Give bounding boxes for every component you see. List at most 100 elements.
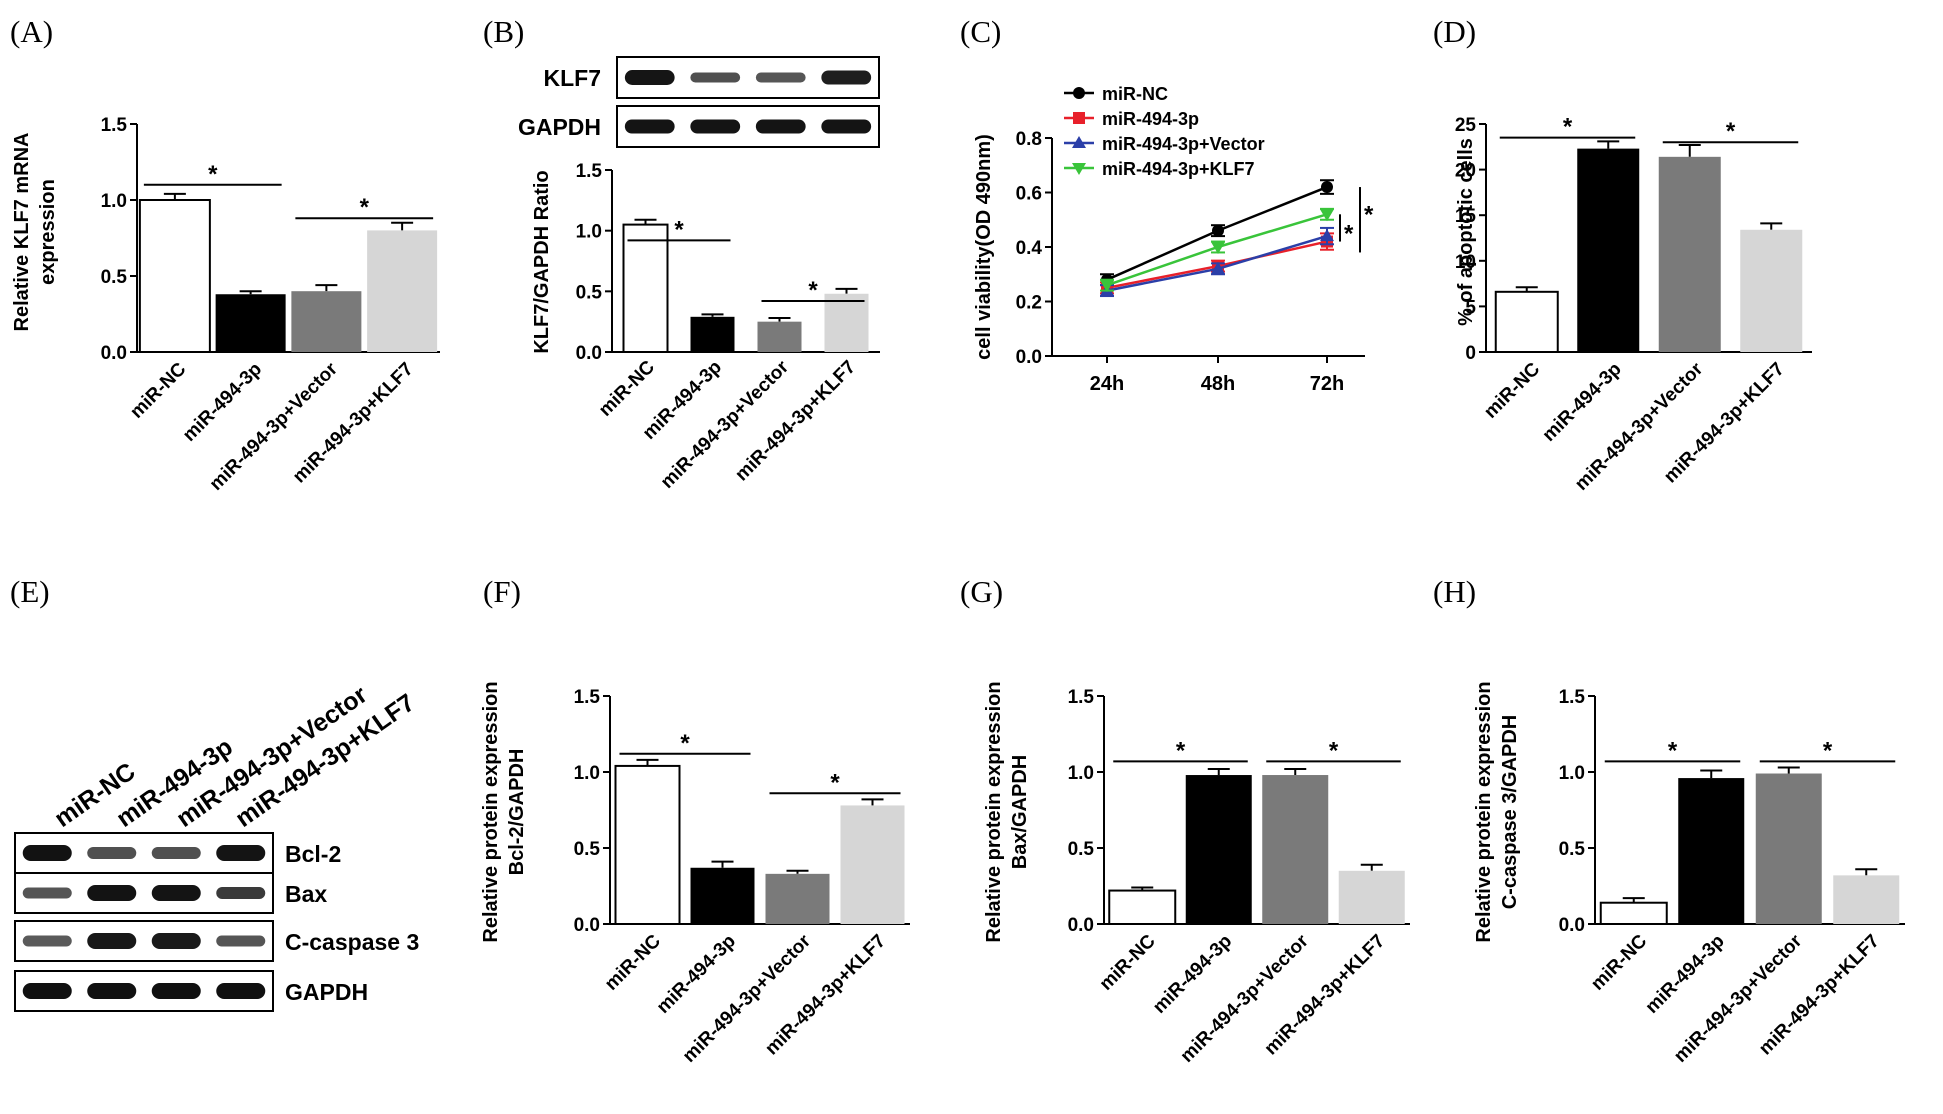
significance-star: *: [674, 216, 684, 243]
blot-band: [22, 935, 72, 947]
y-tick-label: 10: [1455, 252, 1476, 273]
panel-label: (C): [960, 14, 1001, 49]
y-axis-label: Relative KLF7 mRNA: [11, 133, 33, 332]
y-tick-label: 1.0: [574, 763, 600, 784]
panel-label: (H): [1433, 574, 1476, 609]
blot-band: [216, 887, 266, 899]
y-tick-label: 0.8: [1016, 129, 1042, 150]
legend-label: miR-NC: [1102, 84, 1168, 104]
y-tick-label: 1.0: [576, 222, 602, 243]
bar: [1262, 775, 1329, 924]
y-tick-label: 5: [1465, 297, 1476, 318]
y-axis-label: Bcl-2/GAPDH: [506, 749, 528, 876]
data-point: [1320, 229, 1334, 242]
y-tick-label: 0.6: [1016, 184, 1042, 205]
blot-band: [216, 983, 266, 999]
blot-row-label: C-caspase 3: [285, 929, 419, 955]
significance-star: *: [1364, 201, 1374, 228]
y-axis-label: Bax/GAPDH: [1009, 755, 1031, 869]
y-tick-label: 1.5: [1559, 687, 1586, 708]
blot-band: [821, 70, 872, 85]
significance-star: *: [1563, 114, 1573, 141]
y-axis-label: Relative protein expression: [983, 681, 1005, 942]
data-point: [1320, 209, 1334, 222]
bar: [1108, 889, 1177, 925]
bar: [1678, 778, 1745, 924]
panel-label: (F): [483, 574, 521, 609]
blot-band: [87, 983, 137, 999]
y-axis-label: expression: [37, 179, 59, 285]
blot-band: [216, 845, 266, 861]
blot-band: [22, 887, 72, 899]
significance-star: *: [208, 161, 218, 188]
blot-row-label: GAPDH: [518, 114, 601, 140]
bar: [138, 199, 211, 353]
y-tick-label: 15: [1455, 206, 1477, 227]
y-tick-label: 1.5: [1068, 687, 1095, 708]
y-tick-label: 0.4: [1016, 238, 1043, 259]
y-tick-label: 1.0: [1068, 763, 1094, 784]
blot-band: [690, 119, 741, 134]
blot-band: [87, 847, 137, 859]
bar: [1833, 875, 1900, 924]
bar: [1740, 229, 1803, 352]
legend-label: miR-494-3p+Vector: [1102, 134, 1265, 154]
significance-star: *: [1726, 118, 1736, 145]
panel-label: (G): [960, 574, 1003, 609]
blot-band: [151, 933, 201, 949]
y-tick-label: 1.5: [101, 115, 128, 136]
significance-star: *: [830, 769, 840, 796]
y-tick-label: 0.2: [1016, 293, 1042, 314]
y-tick-label: 1.5: [576, 161, 603, 182]
bar: [1599, 901, 1668, 925]
blot-band: [87, 933, 137, 949]
significance-star: *: [680, 730, 690, 757]
blot-band: [151, 983, 201, 999]
blot-band: [22, 983, 72, 999]
bar: [622, 223, 669, 354]
y-tick-label: 1.5: [574, 687, 601, 708]
bar: [367, 230, 438, 352]
legend-label: miR-494-3p+KLF7: [1102, 159, 1255, 179]
legend-marker: [1072, 163, 1086, 175]
bar: [1658, 156, 1721, 352]
bar: [765, 873, 830, 924]
blot-band: [755, 119, 806, 134]
panel-label: (A): [10, 14, 53, 49]
y-axis-label: KLF7/GAPDH Ratio: [531, 170, 553, 353]
blot-b: KLF7 GAPDH: [518, 56, 880, 148]
bar: [1338, 870, 1405, 924]
significance-star: *: [808, 277, 818, 304]
bar: [1577, 148, 1640, 352]
blot-band: [755, 72, 806, 83]
bar: [1185, 775, 1252, 924]
y-tick-label: 1.0: [101, 191, 127, 212]
bar: [291, 291, 362, 352]
y-tick-label: 0.5: [1559, 839, 1586, 860]
y-axis-label: Relative protein expression: [1473, 681, 1495, 942]
x-tick-label: 72h: [1310, 373, 1344, 395]
x-tick-label: 24h: [1090, 373, 1124, 395]
legend-marker: [1073, 112, 1085, 124]
data-point: [1212, 224, 1224, 237]
panel-label: (B): [483, 14, 524, 49]
blot-band: [216, 935, 266, 947]
x-tick-label: 48h: [1201, 373, 1235, 395]
y-tick-label: 0.0: [101, 343, 127, 364]
data-point: [1211, 242, 1225, 254]
blot-row-label: GAPDH: [285, 979, 368, 1005]
bar: [690, 867, 755, 924]
significance-star: *: [1823, 737, 1833, 764]
blot-band: [22, 845, 72, 861]
blot-band: [151, 885, 201, 901]
panel-label: (E): [10, 574, 50, 609]
bar: [757, 321, 802, 352]
y-tick-label: 0.5: [1068, 839, 1095, 860]
y-tick-label: 0.0: [576, 343, 602, 364]
blot-row-label: Bcl-2: [285, 841, 341, 867]
y-tick-label: 1.0: [1559, 763, 1585, 784]
bar: [690, 316, 735, 352]
data-point: [1100, 280, 1114, 293]
y-tick-label: 0.0: [574, 915, 600, 936]
